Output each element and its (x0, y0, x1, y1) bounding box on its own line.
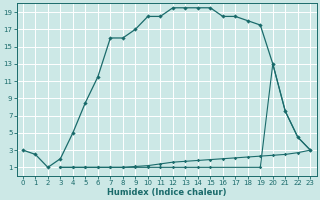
X-axis label: Humidex (Indice chaleur): Humidex (Indice chaleur) (107, 188, 226, 197)
